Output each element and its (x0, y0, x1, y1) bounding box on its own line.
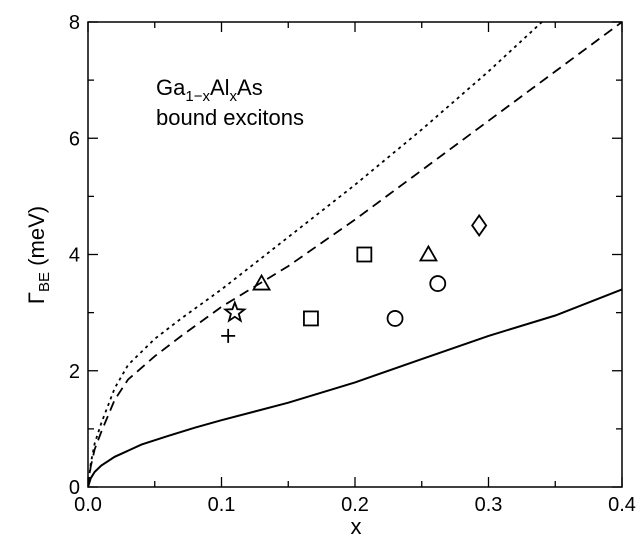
x-axis-title: x (351, 514, 362, 537)
dashed-curve (88, 22, 622, 487)
y-tick-label: 2 (69, 361, 80, 383)
x-tick-label: 0.4 (608, 494, 636, 516)
star-marker (222, 300, 247, 323)
marker-layer (221, 213, 488, 343)
y-tick-label: 6 (69, 128, 80, 150)
x-tick-label: 0.0 (74, 494, 102, 516)
square-marker (303, 310, 319, 327)
x-tick-label: 0.1 (208, 494, 236, 516)
circle-marker (429, 275, 447, 292)
dotted-curve (88, 22, 543, 487)
plus-marker (221, 328, 236, 343)
x-tick-label: 0.2 (341, 494, 369, 516)
diamond-marker (471, 213, 488, 238)
circle-marker (386, 310, 404, 327)
triangle-marker (418, 244, 438, 262)
y-tick-label: 4 (69, 245, 80, 267)
x-tick-label: 0.3 (475, 494, 503, 516)
ticks (87, 21, 623, 488)
y-tick-label: 8 (69, 12, 80, 34)
triangle-marker (251, 273, 272, 291)
tick-labels: 0.0 0.1 0.2 0.3 0.4 0 2 4 6 8 (69, 12, 636, 516)
square-marker (356, 246, 373, 263)
series-layer (88, 22, 622, 487)
annotation-line-2: bound excitons (156, 105, 304, 130)
annotation-line-1: Ga1−xAlxAs (156, 75, 263, 105)
y-tick-label: 0 (69, 477, 80, 499)
solid-curve (88, 288, 622, 487)
y-axis-title: ΓBE (meV) (24, 206, 53, 304)
